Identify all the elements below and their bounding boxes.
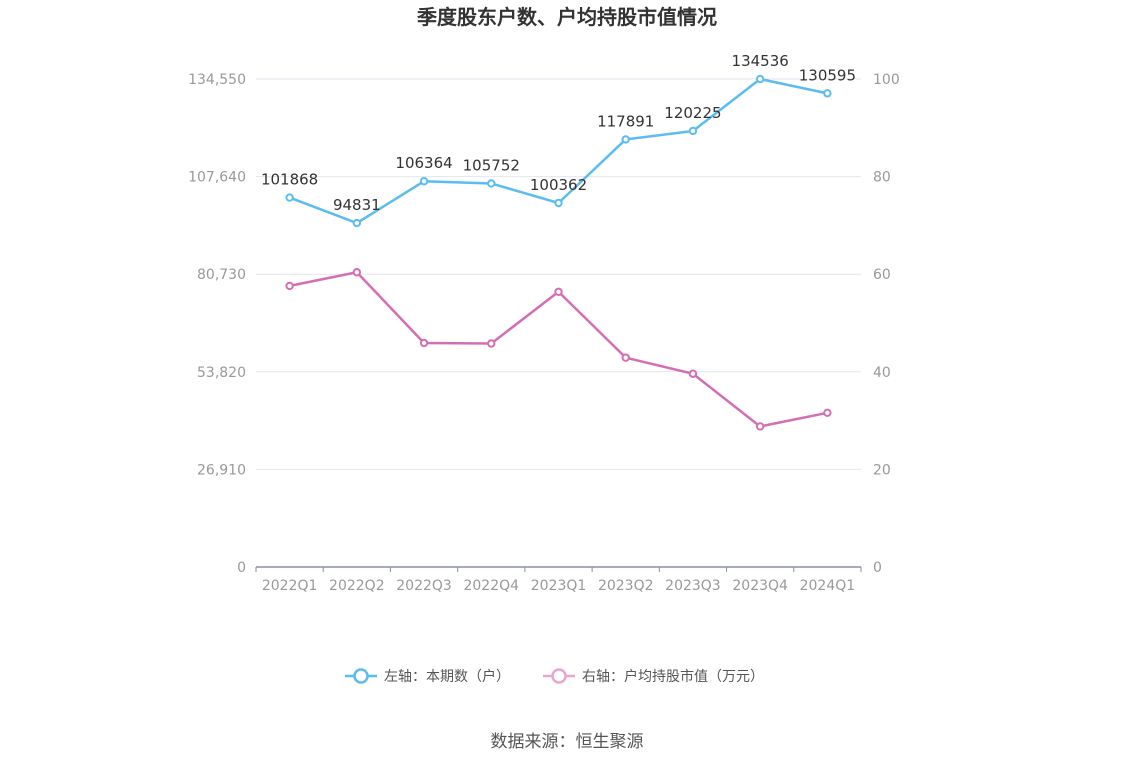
x-axis-tick-label: 2022Q1: [262, 578, 318, 594]
x-axis-tick-label: 2022Q2: [329, 578, 385, 594]
data-point: [487, 339, 496, 348]
left-axis-tick-label: 107,640: [188, 170, 246, 186]
data-label: 101868: [261, 171, 318, 189]
data-point: [554, 287, 563, 296]
right-axis-tick-label: 0: [873, 560, 882, 576]
data-point: [621, 135, 630, 144]
data-point: [419, 338, 429, 348]
data-point: [823, 408, 832, 417]
left-axis-tick-label: 0: [237, 560, 246, 576]
data-point: [688, 369, 698, 378]
data-point: [823, 89, 832, 98]
series-layer: [285, 74, 832, 431]
right-axis-tick-label: 60: [873, 267, 891, 283]
data-label: 106364: [395, 154, 452, 172]
legend-item-avg-market-value[interactable]: 右轴：户均持股市值（万元）: [543, 668, 764, 685]
data-point: [755, 74, 765, 84]
data-label: 130595: [799, 66, 856, 84]
axes: 0 26,910 53,820 80,730 107,640 134,550 0 20 40 60…: [188, 72, 900, 594]
source-note: 数据来源：恒生聚源: [491, 732, 644, 752]
left-axis-tick-label: 80,730: [197, 267, 246, 283]
left-axis-tick-label: 134,550: [188, 72, 246, 88]
data-point: [554, 198, 563, 208]
data-point: [621, 353, 630, 362]
data-point: [419, 177, 429, 186]
legend-marker-icon: [353, 668, 369, 684]
x-axis-tick-label: 2023Q1: [531, 578, 587, 594]
left-axis-tick-label: 26,910: [197, 462, 246, 478]
legend-label: 右轴：户均持股市值（万元）: [582, 668, 764, 685]
x-axis-tick-label: 2023Q2: [598, 578, 654, 594]
data-label: 120225: [664, 104, 721, 122]
data-point: [755, 422, 765, 431]
legend-label: 左轴：本期数（户）: [384, 668, 510, 685]
data-label: 94831: [333, 196, 381, 214]
right-axis-tick-label: 80: [873, 170, 891, 186]
x-axis-tick-label: 2022Q3: [396, 578, 452, 594]
chart-title: 季度股东户数、户均持股市值情况: [416, 5, 717, 29]
data-point: [285, 193, 294, 202]
legend-item-households[interactable]: 左轴：本期数（户）: [345, 668, 510, 685]
x-axis-tick-label: 2022Q4: [463, 578, 519, 594]
data-point: [285, 281, 294, 291]
data-point: [352, 268, 362, 277]
right-axis-tick-label: 40: [873, 365, 891, 381]
data-point: [487, 179, 496, 188]
x-axis-tick-label: 2024Q1: [800, 578, 856, 594]
x-axis-tick-label: 2023Q3: [665, 578, 721, 594]
data-point: [352, 218, 362, 228]
right-axis-tick-label: 100: [873, 72, 900, 88]
data-point: [688, 126, 698, 136]
right-axis-tick-label: 20: [873, 462, 891, 478]
data-label: 100362: [530, 176, 587, 194]
data-label: 117891: [597, 112, 654, 130]
legend[interactable]: 左轴：本期数（户） 右轴：户均持股市值（万元）: [345, 668, 764, 685]
data-label: 134536: [732, 52, 789, 70]
data-labels: 101868 94831 106364 105752 100362 117891 12022…: [261, 52, 856, 214]
data-label: 105752: [463, 156, 520, 174]
legend-marker-icon: [551, 668, 567, 684]
left-axis-tick-label: 53,820: [197, 365, 246, 381]
x-axis-tick-label: 2023Q4: [732, 578, 788, 594]
